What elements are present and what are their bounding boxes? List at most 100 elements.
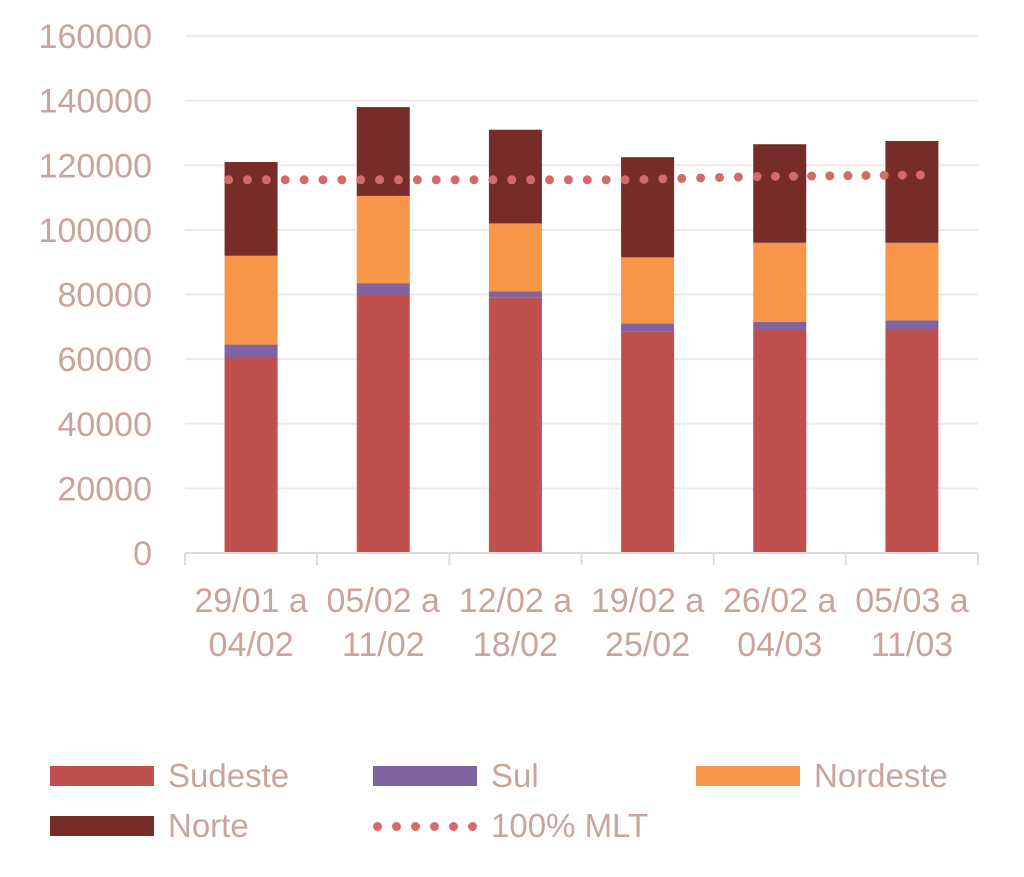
x-tick-label: 25/02 (605, 626, 690, 664)
bars (224, 107, 939, 553)
mlt-dot (507, 175, 517, 185)
mlt-dot (620, 175, 630, 185)
legend-label-mlt: 100% MLT (491, 807, 649, 844)
bar-nordeste (224, 255, 278, 345)
legend-item-norte: Norte (50, 806, 249, 846)
mlt-dot (601, 175, 611, 185)
bar-nordeste (753, 242, 807, 322)
y-tick-label: 120000 (39, 147, 152, 185)
x-tick-label: 12/02 a (459, 582, 573, 620)
bar-sudeste (488, 297, 542, 553)
x-tick-label: 04/03 (737, 626, 822, 664)
x-axis (184, 552, 979, 565)
bar-norte (488, 129, 542, 224)
x-tick-label: 19/02 a (591, 582, 705, 620)
bar-sul (621, 323, 675, 332)
legend-label-norte: Norte (168, 807, 249, 844)
x-tick-label: 29/01 a (194, 582, 308, 620)
bar-nordeste (488, 223, 542, 292)
x-tick-label: 18/02 (473, 626, 558, 664)
mlt-dot (563, 175, 573, 185)
mlt-dot (261, 175, 271, 185)
mlt-dot (658, 174, 668, 184)
y-tick-label: 60000 (57, 341, 152, 379)
mlt-dot (752, 172, 762, 182)
mlt-dot (770, 171, 780, 181)
mlt-dot (807, 171, 817, 181)
y-tick-label: 160000 (39, 18, 152, 56)
mlt-dot (714, 172, 724, 182)
x-tick-label: 11/02 (342, 626, 425, 664)
bar-norte (753, 144, 807, 243)
mlt-dot (545, 175, 555, 185)
x-tick-label: 11/03 (871, 626, 954, 664)
y-tick-label: 140000 (39, 83, 152, 121)
bar-sul (488, 291, 542, 298)
legend-swatch-norte (50, 816, 154, 836)
bar-nordeste (356, 195, 410, 284)
mlt-dot (582, 175, 592, 185)
legend-item-nordeste: Nordeste (696, 756, 948, 796)
mlt-dot (318, 175, 328, 185)
bar-sul (356, 283, 410, 295)
legend-swatch-sul (373, 766, 477, 786)
y-tick-label: 100000 (39, 212, 152, 250)
bar-sudeste (224, 357, 278, 553)
x-tick-label: 05/03 a (855, 582, 969, 620)
bar-sul (753, 321, 807, 331)
mlt-dot (733, 172, 743, 182)
bar-norte (224, 162, 278, 256)
mlt-dot (639, 174, 649, 184)
legend-item-sudeste: Sudeste (50, 756, 289, 796)
legend-label-sudeste: Sudeste (168, 757, 290, 794)
x-tick-label: 04/02 (209, 626, 294, 664)
y-tick-label: 40000 (57, 406, 152, 444)
bar-sudeste (356, 294, 410, 553)
bar-norte (621, 157, 675, 258)
mlt-dot (825, 171, 835, 181)
legend-item-mlt: 100% MLT (373, 806, 648, 846)
x-tick-label: 05/02 a (327, 582, 441, 620)
mlt-dot (242, 175, 252, 185)
mlt-dot (224, 175, 234, 185)
mlt-dot (677, 173, 687, 183)
stacked-bar-chart: 0 20000 40000 60000 80000 100000 120000 140000 1… (39, 18, 979, 664)
legend-item-sul: Sul (373, 756, 539, 796)
mlt-dot (337, 175, 347, 185)
bar-sul (885, 320, 939, 331)
bar-sudeste (621, 331, 675, 553)
y-tick-label: 80000 (57, 277, 152, 315)
bar-sul (224, 344, 278, 358)
mlt-dot (450, 175, 460, 185)
bar-sudeste (753, 330, 807, 553)
mlt-dot (375, 175, 385, 185)
x-tick-label: 26/02 a (723, 582, 837, 620)
x-axis-tick-labels: 29/01 a 04/02 05/02 a 11/02 12/02 a 18/02 19/0… (194, 582, 968, 664)
mlt-dot (431, 175, 441, 185)
mlt-dot (915, 170, 925, 180)
mlt-dot (897, 170, 907, 180)
mlt-dot (526, 175, 536, 185)
gridlines (185, 35, 978, 490)
mlt-dot (280, 175, 290, 185)
legend-dots-mlt (373, 816, 477, 836)
bar-norte (885, 141, 939, 243)
mlt-dot (412, 175, 422, 185)
bar-nordeste (621, 257, 675, 324)
bar-nordeste (885, 242, 939, 321)
mlt-line (224, 170, 925, 185)
legend-swatch-sudeste (50, 766, 154, 786)
bar-sudeste (885, 330, 939, 553)
mlt-dot (299, 175, 309, 185)
mlt-dot (879, 170, 889, 180)
y-axis-tick-labels: 0 20000 40000 60000 80000 100000 120000 140000 1… (39, 18, 152, 573)
legend-label-nordeste: Nordeste (814, 757, 948, 794)
mlt-dot (469, 175, 479, 185)
mlt-dot (861, 170, 871, 180)
mlt-dot (394, 175, 404, 185)
legend-label-sul: Sul (491, 757, 539, 794)
y-tick-label: 20000 (57, 470, 152, 508)
mlt-dot (843, 171, 853, 181)
mlt-dot (789, 171, 799, 181)
y-tick-label: 0 (133, 535, 152, 573)
